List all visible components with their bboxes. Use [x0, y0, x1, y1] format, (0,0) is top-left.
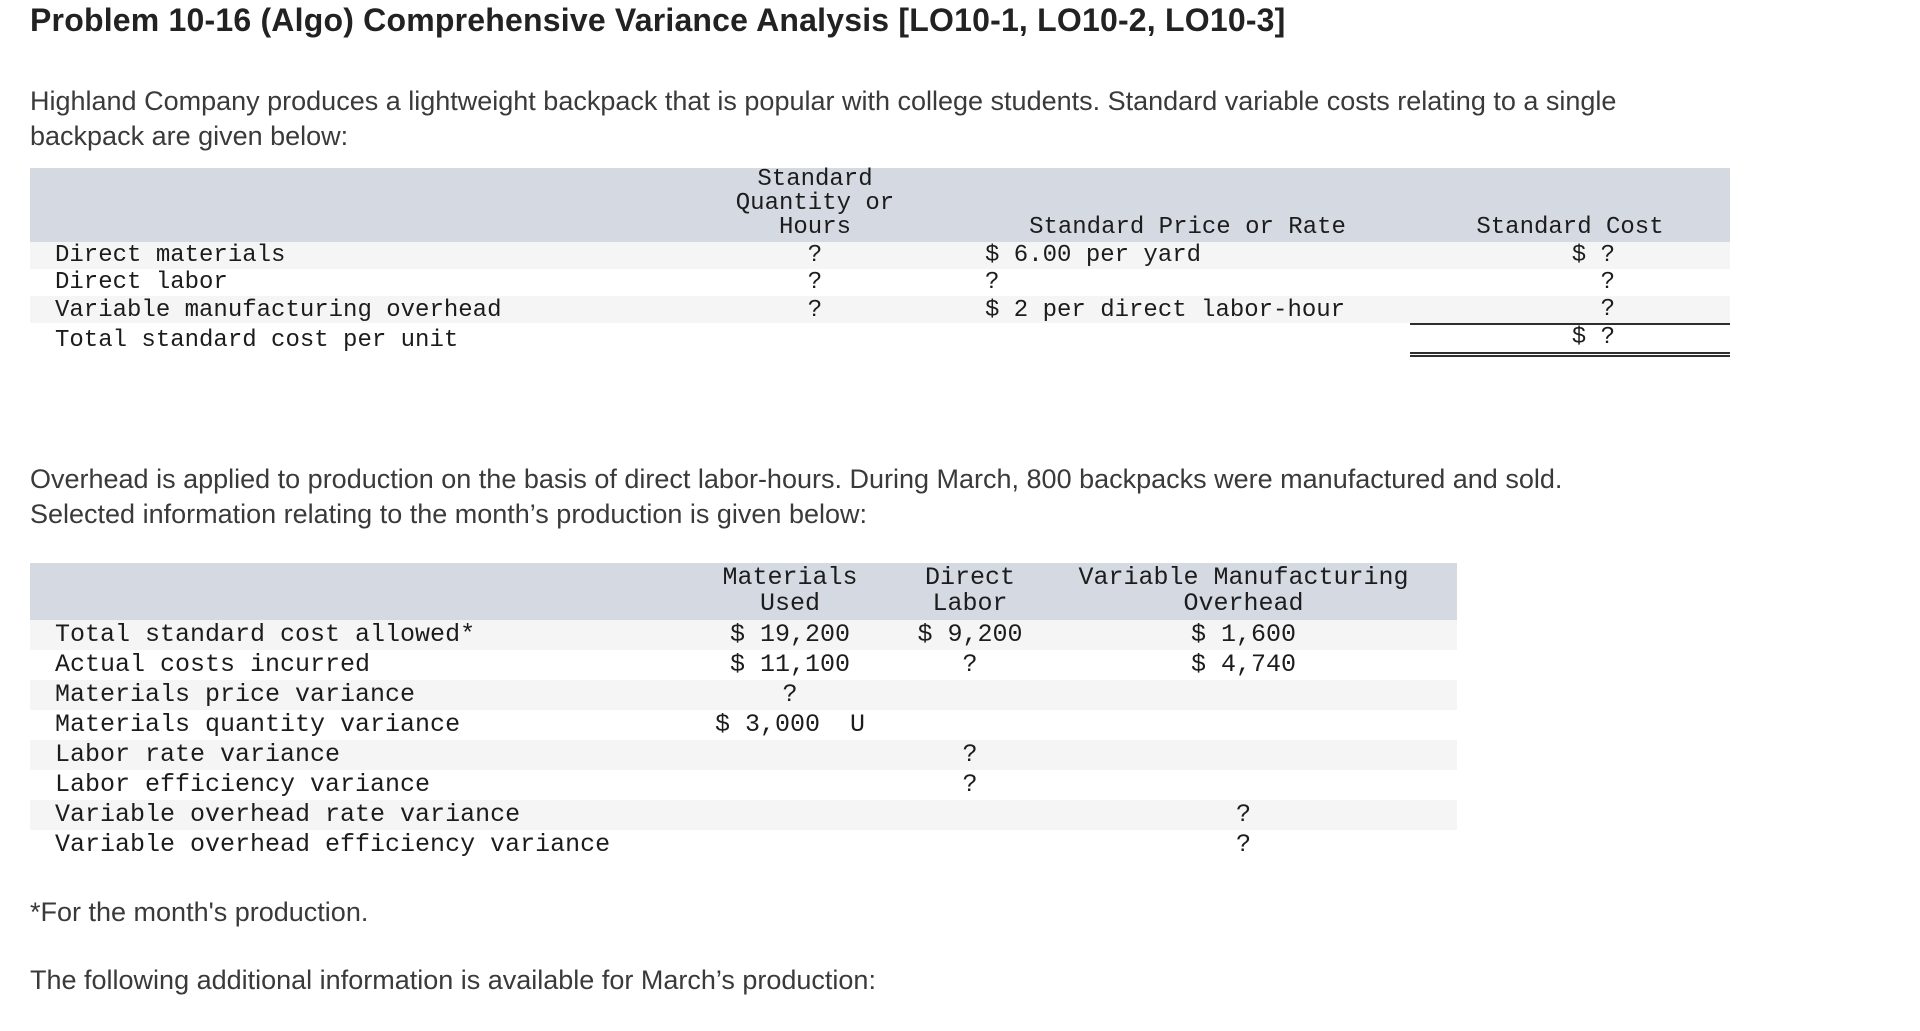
qty-value: ? [807, 269, 823, 296]
row-label: Variable overhead rate variance [55, 800, 521, 829]
cost-value: ? [1410, 296, 1730, 325]
row-label: Materials price variance [55, 680, 416, 709]
closing-text: The following additional information is … [30, 965, 876, 995]
table-row-materials-price-variance: Materials price variance ? [30, 680, 1457, 710]
header-overhead-line-1: Variable Manufacturing [1078, 563, 1409, 592]
cost-value: $ ? [1410, 323, 1730, 357]
header-standard-quantity-or-hours: Standard Quantity or Hours [665, 168, 965, 243]
table-row-total-standard-cost-allowed: Total standard cost allowed* $ 19,200 $ … [30, 620, 1457, 650]
header-materials-line-2: Used [759, 589, 820, 618]
row-label: Total standard cost per unit [55, 326, 459, 354]
labor-value: ? [962, 770, 978, 799]
row-label: Total standard cost allowed* [55, 620, 476, 649]
row-label: Labor rate variance [55, 740, 341, 769]
table-row-labor-rate-variance: Labor rate variance ? [30, 740, 1457, 770]
table-row-variable-overhead-efficiency-variance: Variable overhead efficiency variance ? [30, 830, 1457, 860]
overhead-value: $ 1,600 [1190, 620, 1297, 649]
row-label: Variable manufacturing overhead [55, 297, 502, 324]
footnote: *For the month's production. [30, 897, 369, 927]
header-standard-price-or-rate: Standard Price or Rate [965, 168, 1410, 243]
overhead-value: $ 4,740 [1190, 650, 1297, 679]
overhead-paragraph: Overhead is applied to production on the… [30, 462, 1562, 532]
table-row-variable-overhead-rate-variance: Variable overhead rate variance ? [30, 800, 1457, 830]
standard-costs-table: Standard Quantity or Hours Standard Pric… [30, 168, 1730, 357]
row-label: Direct materials [55, 242, 286, 269]
table-row-direct-labor: Direct labor ? ? ? [30, 269, 1730, 296]
labor-value: ? [962, 650, 978, 679]
table-row-variable-manufacturing-overhead: Variable manufacturing overhead ? $ 2 pe… [30, 296, 1730, 325]
header-labor-line-2: Labor [932, 589, 1008, 618]
intro-line-1: Highland Company produces a lightweight … [30, 86, 1617, 116]
table-row-direct-materials: Direct materials ? $ 6.00 per yard $ ? [30, 242, 1730, 269]
materials-value: $ 3,000 U [714, 710, 866, 739]
overhead-value: ? [1235, 800, 1251, 829]
row-label: Direct labor [55, 269, 228, 296]
row-label: Materials quantity variance [55, 710, 461, 739]
header-qty-line-1: Standard [757, 166, 873, 193]
price-value: ? [985, 269, 1000, 296]
row-label: Variable overhead efficiency variance [55, 830, 611, 859]
overhead-line-1: Overhead is applied to production on the… [30, 464, 1563, 494]
table-row-total-standard-cost: Total standard cost per unit $ ? [30, 323, 1730, 357]
header-spacer [30, 563, 670, 620]
materials-value: ? [782, 680, 798, 709]
header-materials-used: Materials Used [670, 563, 910, 620]
header-qty-line-2: Quantity or [735, 190, 895, 217]
header-variable-manufacturing-overhead: Variable Manufacturing Overhead [1030, 563, 1457, 620]
problem-title: Problem 10-16 (Algo) Comprehensive Varia… [30, 2, 1286, 38]
header-overhead-line-2: Overhead [1183, 589, 1304, 618]
header-spacer [30, 168, 665, 243]
qty-value: ? [807, 297, 823, 324]
table-row-actual-costs-incurred: Actual costs incurred $ 11,100 ? $ 4,740 [30, 650, 1457, 680]
cost-value: ? [1600, 269, 1615, 296]
intro-paragraph: Highland Company produces a lightweight … [30, 84, 1616, 154]
labor-value: $ 9,200 [917, 620, 1023, 649]
standard-costs-table-header: Standard Quantity or Hours Standard Pric… [30, 168, 1730, 242]
row-label: Actual costs incurred [55, 650, 371, 679]
header-qty-line-3: Hours [778, 214, 851, 241]
overhead-line-2: Selected information relating to the mon… [30, 499, 867, 529]
price-value: $ 6.00 per yard [985, 242, 1202, 269]
qty-value: ? [807, 242, 823, 269]
header-standard-cost: Standard Cost [1410, 168, 1730, 243]
row-label: Labor efficiency variance [55, 770, 431, 799]
intro-line-2: backpack are given below: [30, 121, 349, 151]
production-variance-table: Materials Used Direct Labor Variable Man… [30, 563, 1457, 860]
production-table-header: Materials Used Direct Labor Variable Man… [30, 563, 1457, 620]
overhead-value: ? [1235, 830, 1251, 859]
cost-value: $ ? [1571, 242, 1615, 269]
materials-value: $ 11,100 [729, 650, 851, 679]
table-row-labor-efficiency-variance: Labor efficiency variance ? [30, 770, 1457, 800]
materials-value: $ 19,200 [729, 620, 851, 649]
header-materials-line-1: Materials [722, 563, 858, 592]
labor-value: ? [962, 740, 978, 769]
price-value: $ 2 per direct labor-hour [985, 297, 1346, 324]
header-labor-line-1: Direct [924, 563, 1015, 592]
table-row-materials-quantity-variance: Materials quantity variance $ 3,000 U [30, 710, 1457, 740]
header-direct-labor: Direct Labor [910, 563, 1030, 620]
header-price-label: Standard Price or Rate [1029, 214, 1346, 241]
header-cost-label: Standard Cost [1476, 214, 1664, 241]
